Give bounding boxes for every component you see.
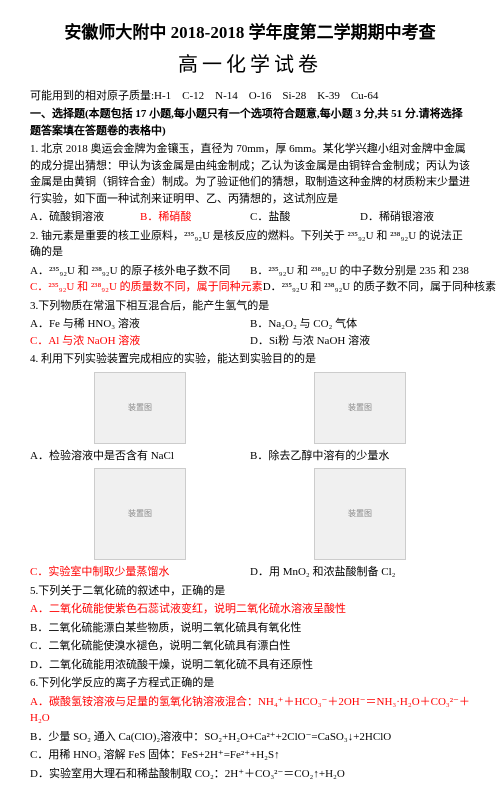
apparatus-figure-b: 装置图 — [314, 372, 406, 444]
q3-opt-c: C．Al 与浓 NaOH 溶液 — [30, 333, 250, 350]
q2-opt-b: B．²³⁵₉₂U 和 ²³⁸₉₂U 的中子数分别是 235 和 238 — [250, 263, 470, 280]
apparatus-figure-a: 装置图 — [94, 372, 186, 444]
atomic-masses: 可能用到的相对原子质量:H-1 C-12 N-14 O-16 Si-28 K-3… — [30, 88, 470, 105]
q3-opt-b: B．Na₂O₂ 与 CO₂ 气体 — [250, 316, 470, 333]
question-4-options-row1: A．检验溶液中是否含有 NaCl B．除去乙醇中溶有的少量水 — [30, 448, 470, 465]
question-1-text: 1. 北京 2018 奥运会金牌为金镶玉，直径为 70mm，厚 6mm。某化学兴… — [30, 141, 470, 207]
page-title: 安徽师大附中 2018-2018 学年度第二学期期中考查 — [30, 20, 470, 46]
q2-opt-d: D．²³⁵₉₂U 和 ²³⁸₉₂U 的质子数不同，属于同种核素 — [263, 279, 496, 296]
q6-opt-d: D．实验室用大理石和稀盐酸制取 CO₂：2H⁺＋CO₃²⁻＝CO₂↑+H₂O — [30, 766, 470, 783]
q6-opt-b: B．少量 SO₂ 通入 Ca(ClO)₂溶液中：SO₂+H₂O+Ca²⁺+2Cl… — [30, 729, 470, 746]
question-2-options-row2: C．²³⁵₉₂U 和 ²³⁸₉₂U 的质量数不同，属于同种元素 D．²³⁵₉₂U… — [30, 279, 470, 296]
question-3-options-row1: A．Fe 与稀 HNO₃ 溶液 B．Na₂O₂ 与 CO₂ 气体 — [30, 316, 470, 333]
q2-opt-a: A．²³⁵₉₂U 和 ²³⁸₉₂U 的原子核外电子数不同 — [30, 263, 250, 280]
question-2-text: 2. 铀元素是重要的核工业原料，²³⁵₉₂U 是核反应的燃料。下列关于 ²³⁵₉… — [30, 228, 470, 261]
apparatus-figure-c: 装置图 — [94, 468, 186, 560]
page-subtitle: 高一化学试卷 — [30, 50, 470, 80]
question-4-options-row2: C．实验室中制取少量蒸馏水 D．用 MnO₂ 和浓盐酸制备 Cl₂ — [30, 564, 470, 581]
question-3-options-row2: C．Al 与浓 NaOH 溶液 D．Si粉 与浓 NaOH 溶液 — [30, 333, 470, 350]
q1-opt-c: C．盐酸 — [250, 209, 360, 226]
q5-opt-c: C．二氧化硫能使溴水褪色，说明二氧化硫具有漂白性 — [30, 638, 470, 655]
question-1-options: A．硫酸铜溶液 B．稀硝酸 C．盐酸 D．稀硝银溶液 — [30, 209, 470, 226]
q2-opt-c: C．²³⁵₉₂U 和 ²³⁸₉₂U 的质量数不同，属于同种元素 — [30, 279, 263, 296]
q1-opt-b: B．稀硝酸 — [140, 209, 250, 226]
q4-opt-c: C．实验室中制取少量蒸馏水 — [30, 564, 250, 581]
q6-opt-c: C．用稀 HNO₃ 溶解 FeS 固体：FeS+2H⁺=Fe²⁺+H₂S↑ — [30, 747, 470, 764]
q3-opt-d: D．Si粉 与浓 NaOH 溶液 — [250, 333, 470, 350]
question-3-text: 3.下列物质在常温下相互混合后，能产生氢气的是 — [30, 298, 470, 315]
question-2-options-row1: A．²³⁵₉₂U 和 ²³⁸₉₂U 的原子核外电子数不同 B．²³⁵₉₂U 和 … — [30, 263, 470, 280]
q4-opt-b: B．除去乙醇中溶有的少量水 — [250, 448, 470, 465]
q5-opt-a: A．二氧化硫能使紫色石蕊试液变红，说明二氧化硫水溶液呈酸性 — [30, 601, 470, 618]
q1-opt-a: A．硫酸铜溶液 — [30, 209, 140, 226]
q4-opt-d: D．用 MnO₂ 和浓盐酸制备 Cl₂ — [250, 564, 470, 581]
q6-opt-a: A．碳酸氢铵溶液与足量的氢氧化钠溶液混合：NH₄⁺＋HCO₃⁻＋2OH⁻＝NH₃… — [30, 694, 470, 727]
q1-opt-d: D．稀硝银溶液 — [360, 209, 470, 226]
q4-opt-a: A．检验溶液中是否含有 NaCl — [30, 448, 250, 465]
q5-opt-b: B．二氧化硫能漂白某些物质，说明二氧化硫具有氧化性 — [30, 620, 470, 637]
apparatus-figure-d: 装置图 — [314, 468, 406, 560]
section-1-heading: 一、选择题(本题包括 17 小题,每小题只有一个选项符合题意,每小题 3 分,共… — [30, 106, 470, 139]
question-6-text: 6.下列化学反应的离子方程式正确的是 — [30, 675, 470, 692]
q5-opt-d: D．二氧化硫能用浓硫酸干燥，说明二氧化硫不具有还原性 — [30, 657, 470, 674]
question-4-figures-row1: 装置图 装置图 — [30, 372, 470, 444]
question-4-text: 4. 利用下列实验装置完成相应的实验，能达到实验目的的是 — [30, 351, 470, 368]
question-5-text: 5.下列关于二氧化硫的叙述中，正确的是 — [30, 583, 470, 600]
q3-opt-a: A．Fe 与稀 HNO₃ 溶液 — [30, 316, 250, 333]
question-4-figures-row2: 装置图 装置图 — [30, 468, 470, 560]
